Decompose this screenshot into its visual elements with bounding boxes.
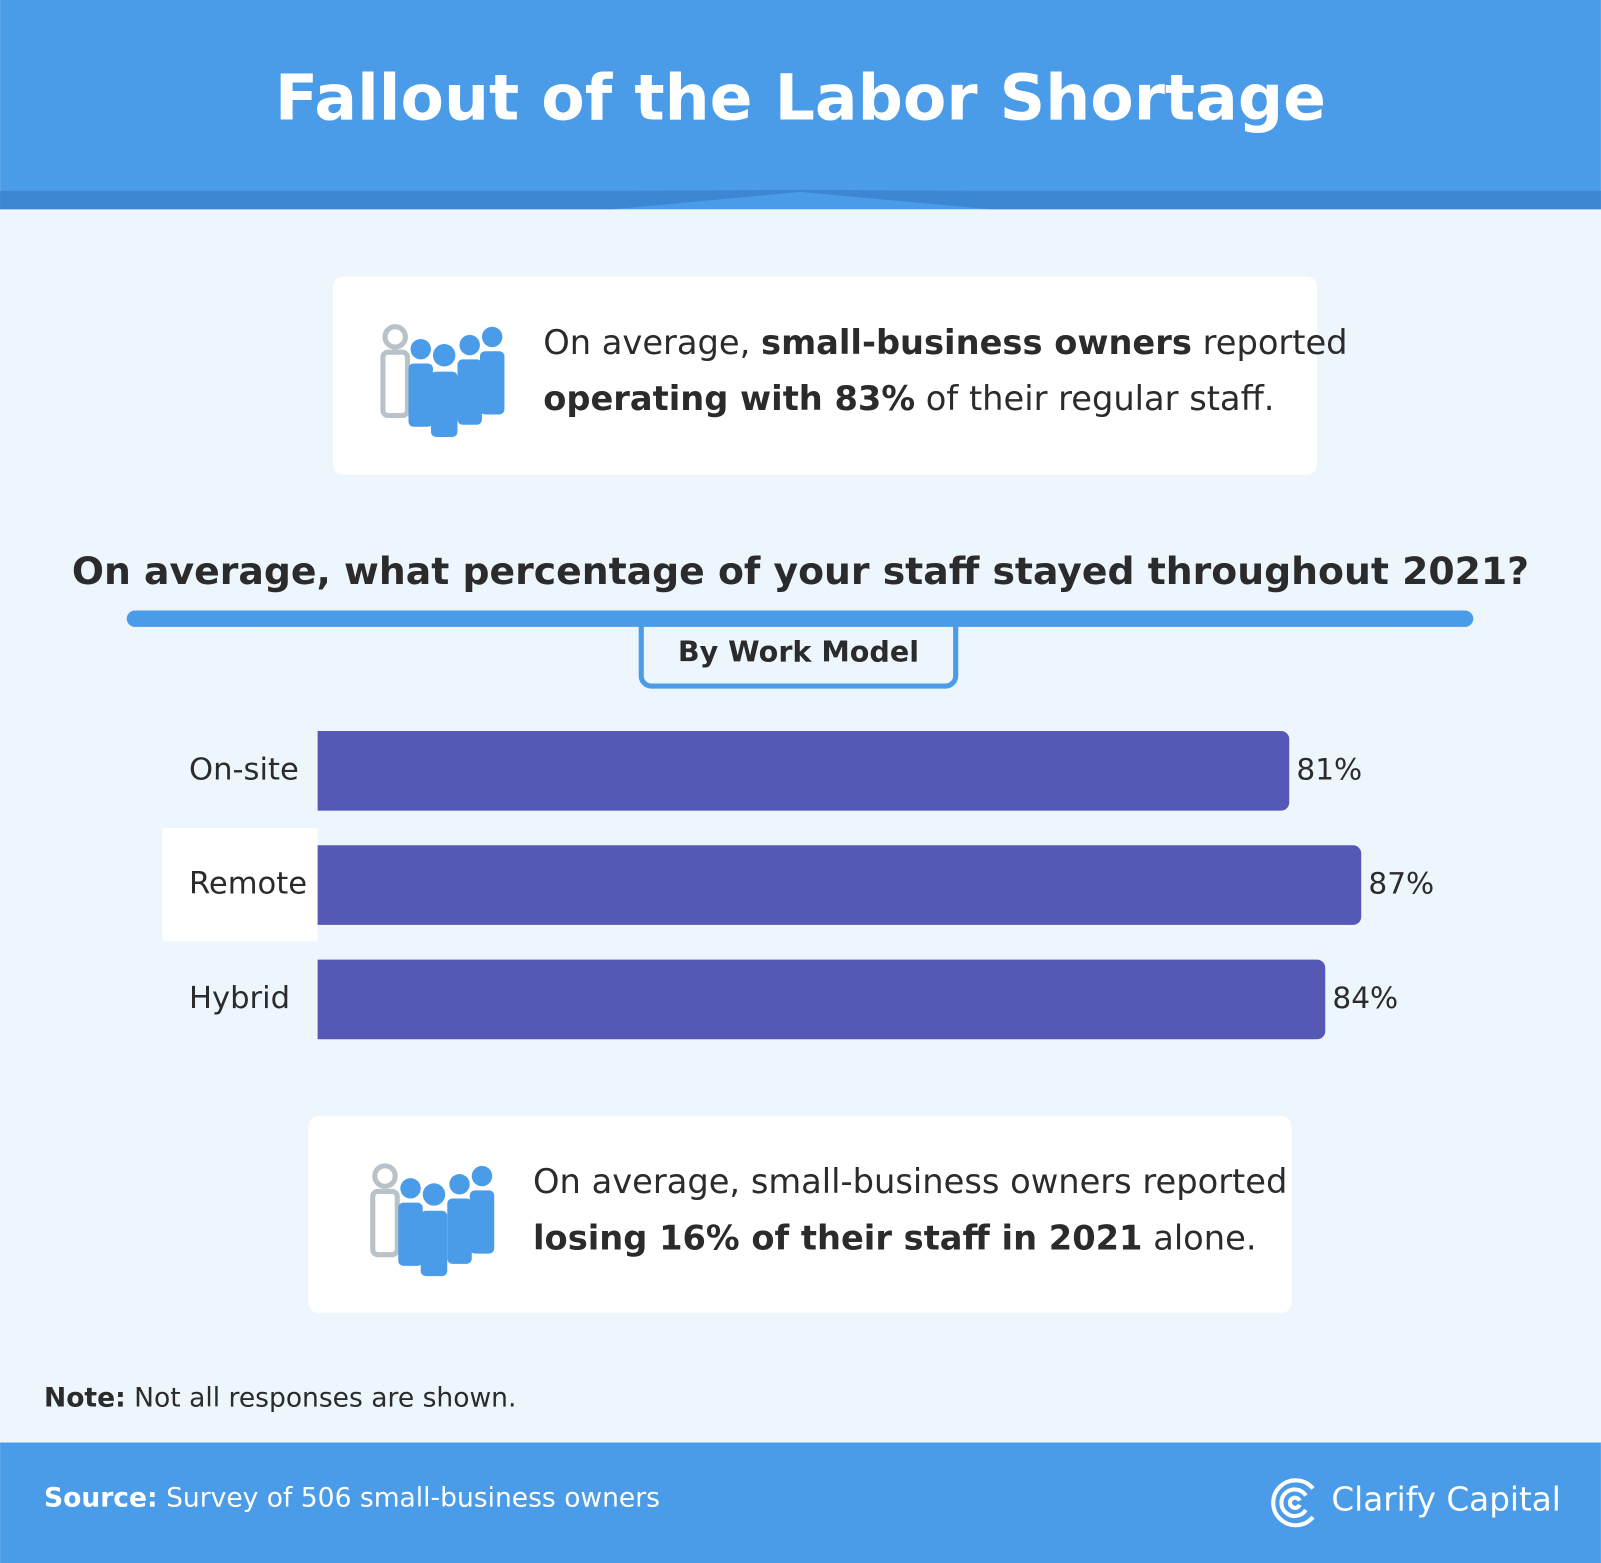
brand-name: Clarify Capital [1331, 1481, 1561, 1519]
callout-span: small-business owners [761, 323, 1192, 362]
source-label: Source: [44, 1482, 158, 1513]
bar [317, 959, 1326, 1040]
note-text: Not all responses are shown. [126, 1382, 517, 1413]
people-icon [370, 1163, 495, 1277]
callout-text: losing 16% of their staff in 2021 alone. [533, 1218, 1257, 1257]
title-rule [126, 610, 1474, 627]
value-label: 81% [1296, 752, 1362, 786]
note: Note: Not all responses are shown. [44, 1382, 516, 1413]
header-band [0, 0, 1601, 210]
source: Source: Survey of 506 small-business own… [44, 1482, 660, 1513]
callout-span: losing 16% of their staff in 2021 [533, 1218, 1142, 1257]
footer-band [0, 1442, 1601, 1563]
category-label: Hybrid [189, 981, 290, 1016]
callout-span: reported [1192, 323, 1348, 362]
callout-span: of their regular staff. [915, 379, 1274, 418]
brand-logo [1271, 1478, 1315, 1528]
chart-title: On average, what percentage of your staf… [72, 549, 1529, 593]
callout-text: operating with 83% of their regular staf… [543, 379, 1274, 418]
people-icon [380, 324, 505, 437]
callout-span: On average, small-business owners report… [533, 1162, 1287, 1201]
callout-card [332, 276, 1318, 475]
category-label: On-site [189, 752, 299, 787]
callout-text: On average, small-business owners report… [533, 1162, 1287, 1201]
callout-span: alone. [1142, 1218, 1256, 1257]
value-label: 87% [1368, 867, 1434, 901]
page-title: Fallout of the Labor Shortage [275, 61, 1326, 135]
callout-card [308, 1115, 1292, 1313]
source-text: Survey of 506 small-business owners [158, 1482, 660, 1513]
category-label: Remote [189, 867, 307, 902]
callout-text: On average, small-business owners report… [543, 323, 1347, 362]
subtitle-box [638, 624, 959, 689]
callout-span: On average, [543, 323, 761, 362]
bar [317, 845, 1362, 925]
header-strip [0, 189, 1601, 210]
bars: On-site 81% Remote 87% Hybrid 84% [189, 730, 1434, 1040]
value-label: 84% [1332, 981, 1398, 1015]
note-label: Note: [44, 1382, 126, 1413]
row-highlight [162, 827, 318, 942]
chart-subtitle: By Work Model [678, 634, 919, 668]
callout-span: operating with 83% [543, 379, 915, 418]
bar [317, 730, 1290, 811]
